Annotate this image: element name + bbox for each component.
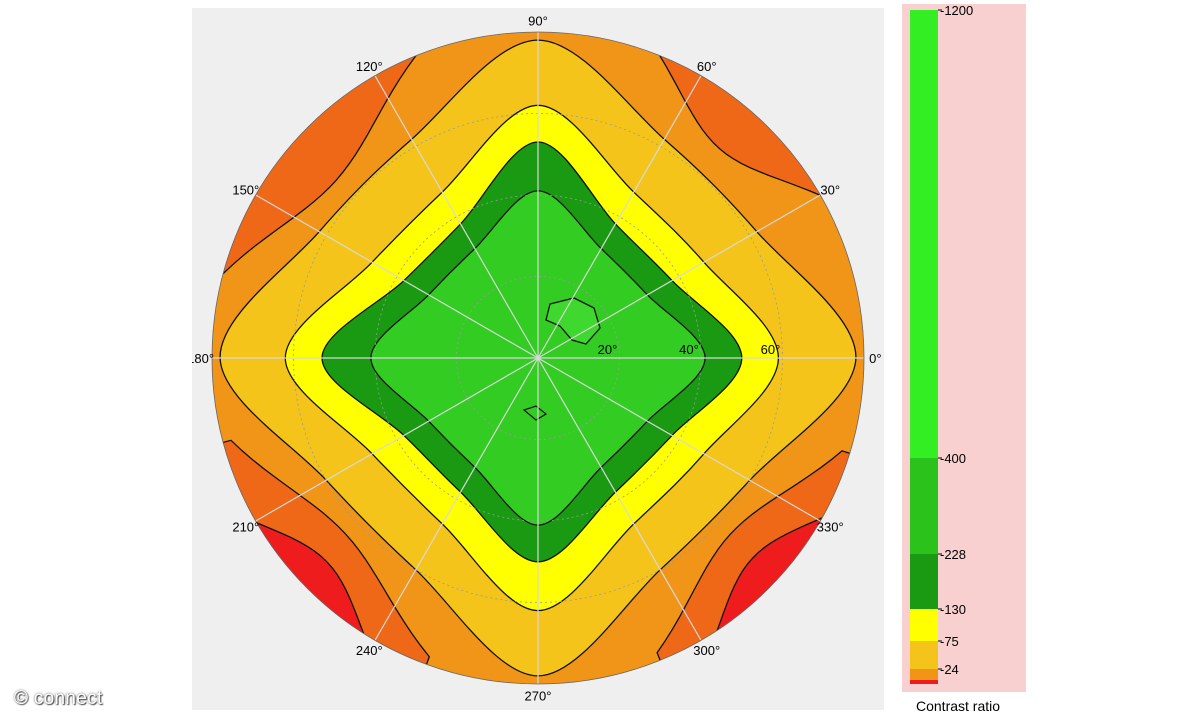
angle-label: 180° xyxy=(192,351,214,366)
angle-label: 240° xyxy=(356,643,383,658)
angle-spoke xyxy=(255,357,539,522)
radius-label: 20° xyxy=(598,342,618,357)
watermark: © connect xyxy=(14,688,103,709)
colorbar-band xyxy=(910,10,938,458)
contour-small-island xyxy=(522,405,548,421)
colorbar: -1200 -400 -228 -130 -75 -24 xyxy=(910,4,973,684)
colorbar-band xyxy=(910,609,938,641)
colorbar-band xyxy=(910,458,938,554)
angle-label: 270° xyxy=(525,688,552,703)
polar-plot-panel: 0° 30° 60° 90° 120° 150° 180° 210° 240° 270° 300° 3… xyxy=(192,8,884,710)
colorbar-tick-label: -1200 xyxy=(940,4,973,18)
colorbar-panel: -1200 -400 -228 -130 -75 -24 xyxy=(902,4,1026,692)
polar-contour-plot: 0° 30° 60° 90° 120° 150° 180° 210° 240° 270° 300° 3… xyxy=(192,14,882,704)
angle-label: 0° xyxy=(869,351,881,366)
colorbar-band xyxy=(910,680,938,684)
angle-label: 150° xyxy=(232,182,259,197)
plot-rim xyxy=(211,31,865,685)
angle-spoke xyxy=(537,357,821,522)
colorbar-title: Contrast ratio xyxy=(916,698,1001,714)
angle-label: 60° xyxy=(697,59,717,74)
colorbar-band xyxy=(910,554,938,609)
angle-spoke xyxy=(374,357,539,641)
angle-spoke xyxy=(537,194,821,359)
angle-spoke xyxy=(537,357,702,641)
angle-label: 210° xyxy=(232,520,259,535)
radius-label: 40° xyxy=(679,342,699,357)
colorbar-tick-label: -400 xyxy=(940,451,966,466)
angle-label: 30° xyxy=(820,182,840,197)
radius-label: 60° xyxy=(761,342,781,357)
colorbar-tick-label: -75 xyxy=(940,634,959,649)
contour-peak-island xyxy=(545,297,601,345)
angle-label: 90° xyxy=(528,14,548,29)
angle-spoke xyxy=(255,194,539,359)
colorbar-band xyxy=(910,641,938,669)
colorbar-tick-label: -24 xyxy=(940,662,959,677)
angle-spoke xyxy=(537,75,702,359)
angle-label: 330° xyxy=(817,520,844,535)
colorbar-tick-label: -130 xyxy=(940,602,966,617)
colorbar-tick-label: -228 xyxy=(940,547,966,562)
angle-label: 120° xyxy=(356,59,383,74)
angle-spoke xyxy=(374,75,539,359)
colorbar-band xyxy=(910,669,938,680)
angle-label: 300° xyxy=(693,643,720,658)
